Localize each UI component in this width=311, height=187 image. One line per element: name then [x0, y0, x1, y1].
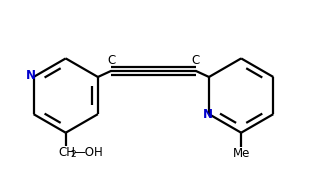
Text: CH: CH: [58, 146, 76, 159]
Text: N: N: [26, 69, 35, 82]
Text: Me: Me: [232, 147, 250, 160]
Text: N: N: [203, 108, 213, 121]
Text: C: C: [107, 54, 115, 67]
Text: —OH: —OH: [73, 146, 103, 159]
Text: 2: 2: [70, 150, 76, 159]
Text: C: C: [192, 54, 200, 67]
